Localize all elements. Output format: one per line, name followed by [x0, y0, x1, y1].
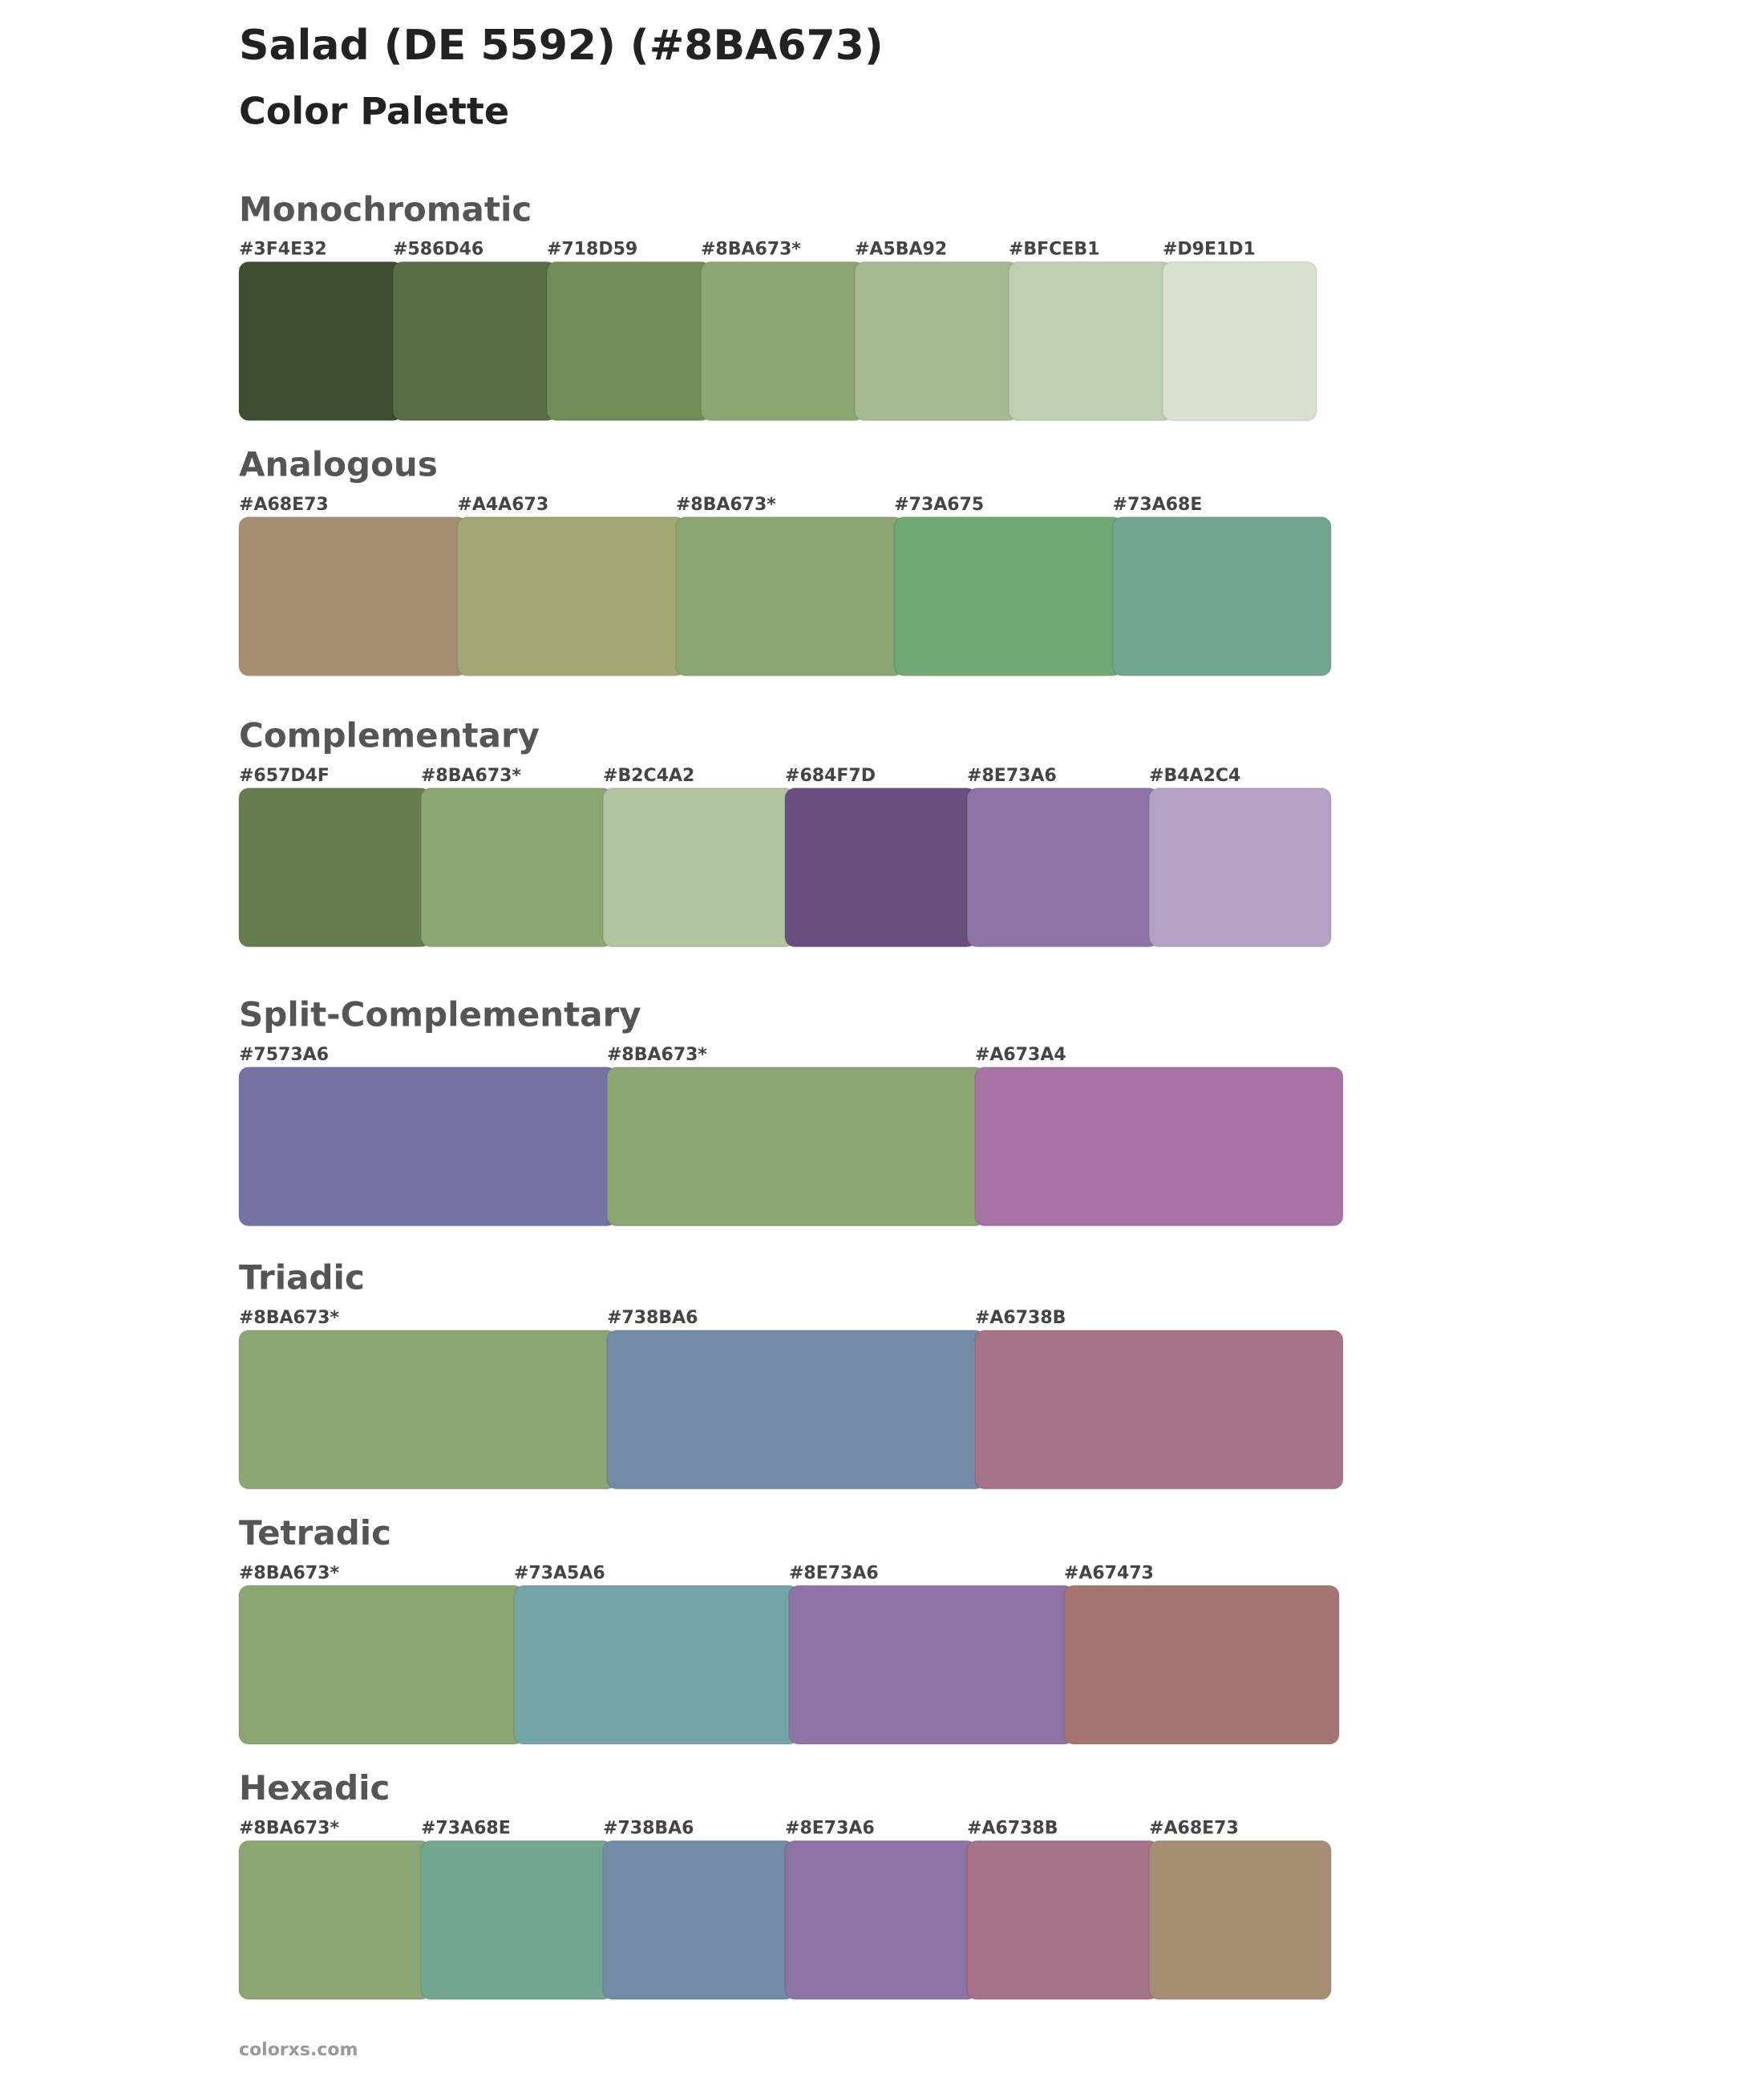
swatch — [512, 1585, 799, 1746]
swatch-label: #8BA673* — [239, 1563, 339, 1583]
section-heading: Monochromatic — [239, 189, 532, 229]
swatch-label: #8BA673* — [676, 495, 776, 515]
swatch-label: #B2C4A2 — [603, 766, 694, 786]
swatch — [966, 1840, 1160, 2001]
swatch-label: #8BA673* — [239, 1819, 339, 1839]
swatch — [391, 261, 557, 422]
swatch — [238, 1585, 524, 1746]
swatch — [966, 787, 1160, 948]
swatch-label: #D9E1D1 — [1163, 240, 1256, 260]
swatch-label: #718D59 — [547, 240, 637, 260]
swatch-label: #8BA673* — [239, 1308, 339, 1328]
swatch-label: #73A5A6 — [514, 1563, 605, 1583]
swatch-label: #3F4E32 — [239, 240, 327, 260]
swatch-label: #8E73A6 — [967, 766, 1057, 786]
swatch — [674, 516, 905, 677]
swatch — [893, 516, 1123, 677]
page-subtitle: Color Palette — [239, 90, 509, 133]
section-heading: Complementary — [239, 716, 540, 755]
swatch-label: #8E73A6 — [785, 1819, 875, 1839]
swatch-label: #684F7D — [785, 766, 876, 786]
swatch — [853, 261, 1019, 422]
section-heading: Analogous — [239, 445, 438, 484]
section-heading: Hexadic — [239, 1768, 390, 1808]
swatch — [1062, 1585, 1340, 1746]
swatch-label: #BFCEB1 — [1009, 240, 1099, 260]
swatch-label: #A6738B — [967, 1819, 1058, 1839]
swatch — [787, 1585, 1074, 1746]
swatch — [238, 787, 432, 948]
swatch — [602, 1840, 796, 2001]
footer[interactable]: colorxs.com — [239, 2040, 358, 2060]
swatch — [420, 1840, 614, 2001]
swatch-label: #8BA673* — [607, 1045, 707, 1065]
section-heading: Split-Complementary — [239, 995, 641, 1034]
swatch — [545, 261, 711, 422]
swatch — [456, 516, 686, 677]
swatch-label: #7573A6 — [239, 1045, 329, 1065]
swatch — [784, 1840, 978, 2001]
swatch-label: #586D46 — [393, 240, 483, 260]
swatch-label: #A673A4 — [975, 1045, 1066, 1065]
swatch — [238, 1066, 617, 1227]
swatch-label: #A68E73 — [239, 495, 329, 515]
swatch — [1007, 261, 1173, 422]
swatch — [1111, 516, 1333, 677]
swatch-label: #A6738B — [975, 1308, 1066, 1328]
swatch-label: #A68E73 — [1149, 1819, 1239, 1839]
swatch-label: #B4A2C4 — [1149, 766, 1240, 786]
swatch — [1161, 261, 1317, 422]
section-heading: Tetradic — [239, 1513, 391, 1553]
swatch — [1148, 787, 1333, 948]
swatch — [1148, 1840, 1333, 2001]
swatch-label: #73A68E — [1113, 495, 1203, 515]
swatch — [784, 787, 978, 948]
swatch — [602, 787, 796, 948]
swatch-label: #A67473 — [1064, 1563, 1154, 1583]
swatch-label: #738BA6 — [603, 1819, 694, 1839]
swatch-label: #A4A673 — [457, 495, 548, 515]
swatch — [605, 1066, 985, 1227]
swatch — [238, 261, 403, 422]
swatch — [238, 1840, 432, 2001]
swatch — [605, 1329, 985, 1490]
swatch-label: #657D4F — [239, 766, 330, 786]
swatch — [699, 261, 865, 422]
swatch-label: #73A68E — [421, 1819, 511, 1839]
swatch-label: #73A675 — [894, 495, 984, 515]
swatch-label: #8E73A6 — [789, 1563, 879, 1583]
swatch — [420, 787, 614, 948]
section-heading: Triadic — [239, 1258, 365, 1298]
swatch — [238, 516, 468, 677]
swatch — [238, 1329, 617, 1490]
page-title: Salad (DE 5592) (#8BA673) — [239, 22, 884, 70]
swatch-label: #8BA673* — [421, 766, 521, 786]
swatch-label: #8BA673* — [701, 240, 801, 260]
swatch — [973, 1066, 1344, 1227]
swatch — [973, 1329, 1344, 1490]
swatch-label: #A5BA92 — [855, 240, 947, 260]
swatch-label: #738BA6 — [607, 1308, 698, 1328]
